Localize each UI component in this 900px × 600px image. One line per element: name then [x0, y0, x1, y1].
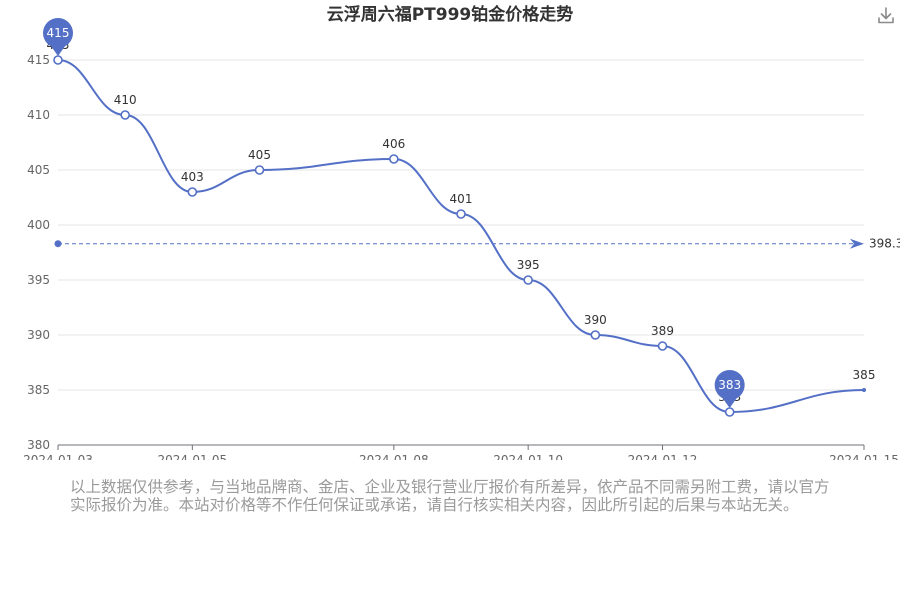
y-tick-label: 400 [27, 218, 50, 232]
average-line: 398.3 [54, 237, 900, 251]
data-point [724, 407, 735, 417]
data-point [657, 341, 668, 351]
extreme-markers: 415 383 [43, 18, 745, 408]
disclaimer-text: 以上数据仅供参考，与当地品牌商、金店、企业及银行营业厅报价有所差异，依产品不同需… [70, 478, 830, 514]
average-label: 398.3 [869, 237, 900, 251]
x-tick-label: 2024-01-03 [23, 453, 93, 460]
data-point [389, 154, 399, 164]
data-point [590, 330, 601, 340]
data-label: 405 [248, 148, 271, 162]
data-label: 385 [853, 368, 876, 382]
data-label: 401 [450, 192, 473, 206]
y-tick-label: 390 [27, 328, 50, 342]
y-tick-label: 415 [27, 53, 50, 67]
average-start-dot [54, 240, 62, 248]
data-point [862, 388, 866, 392]
data-point [523, 275, 533, 285]
data-labels: 415410403405406401395390389383385 [47, 38, 876, 404]
min-marker-label: 383 [718, 378, 741, 392]
y-tick-label: 405 [27, 163, 50, 177]
max-marker-bubble [43, 18, 73, 48]
data-label: 403 [181, 170, 204, 184]
average-arrow [850, 238, 864, 249]
download-icon[interactable] [876, 6, 896, 26]
x-tick-label: 2024-01-10 [493, 453, 563, 460]
data-point [187, 187, 198, 197]
data-point [120, 110, 130, 120]
data-point [254, 165, 265, 175]
max-marker-label: 415 [47, 26, 70, 40]
series-line [53, 55, 866, 417]
series-line-path [57, 59, 865, 414]
x-tick-label: 2024-01-15 [829, 453, 899, 460]
axes: 380 385 390 395 400 405 410 415 2024-01-03 2024-0… [23, 53, 899, 460]
x-tick-label: 2024-01-12 [628, 453, 698, 460]
x-tick-label: 2024-01-08 [359, 453, 429, 460]
min-marker-bubble [714, 370, 745, 400]
y-tick-label: 380 [27, 438, 50, 452]
data-label: 389 [651, 324, 674, 338]
data-label: 395 [517, 258, 540, 272]
data-label: 390 [584, 313, 607, 327]
grid [58, 59, 864, 391]
y-tick-label: 385 [27, 383, 50, 397]
data-point [53, 55, 63, 65]
x-tick-label: 2024-01-05 [157, 453, 227, 460]
data-label: 406 [382, 137, 405, 151]
price-trend-chart: 云浮周六福PT999铂金价格走势 38038539039540040541041… [23, 4, 900, 460]
y-tick-label: 410 [27, 108, 50, 122]
chart-title: 云浮周六福PT999铂金价格走势 [327, 4, 574, 25]
data-point [456, 209, 466, 219]
data-label: 410 [114, 93, 137, 107]
y-tick-label: 395 [27, 273, 50, 287]
